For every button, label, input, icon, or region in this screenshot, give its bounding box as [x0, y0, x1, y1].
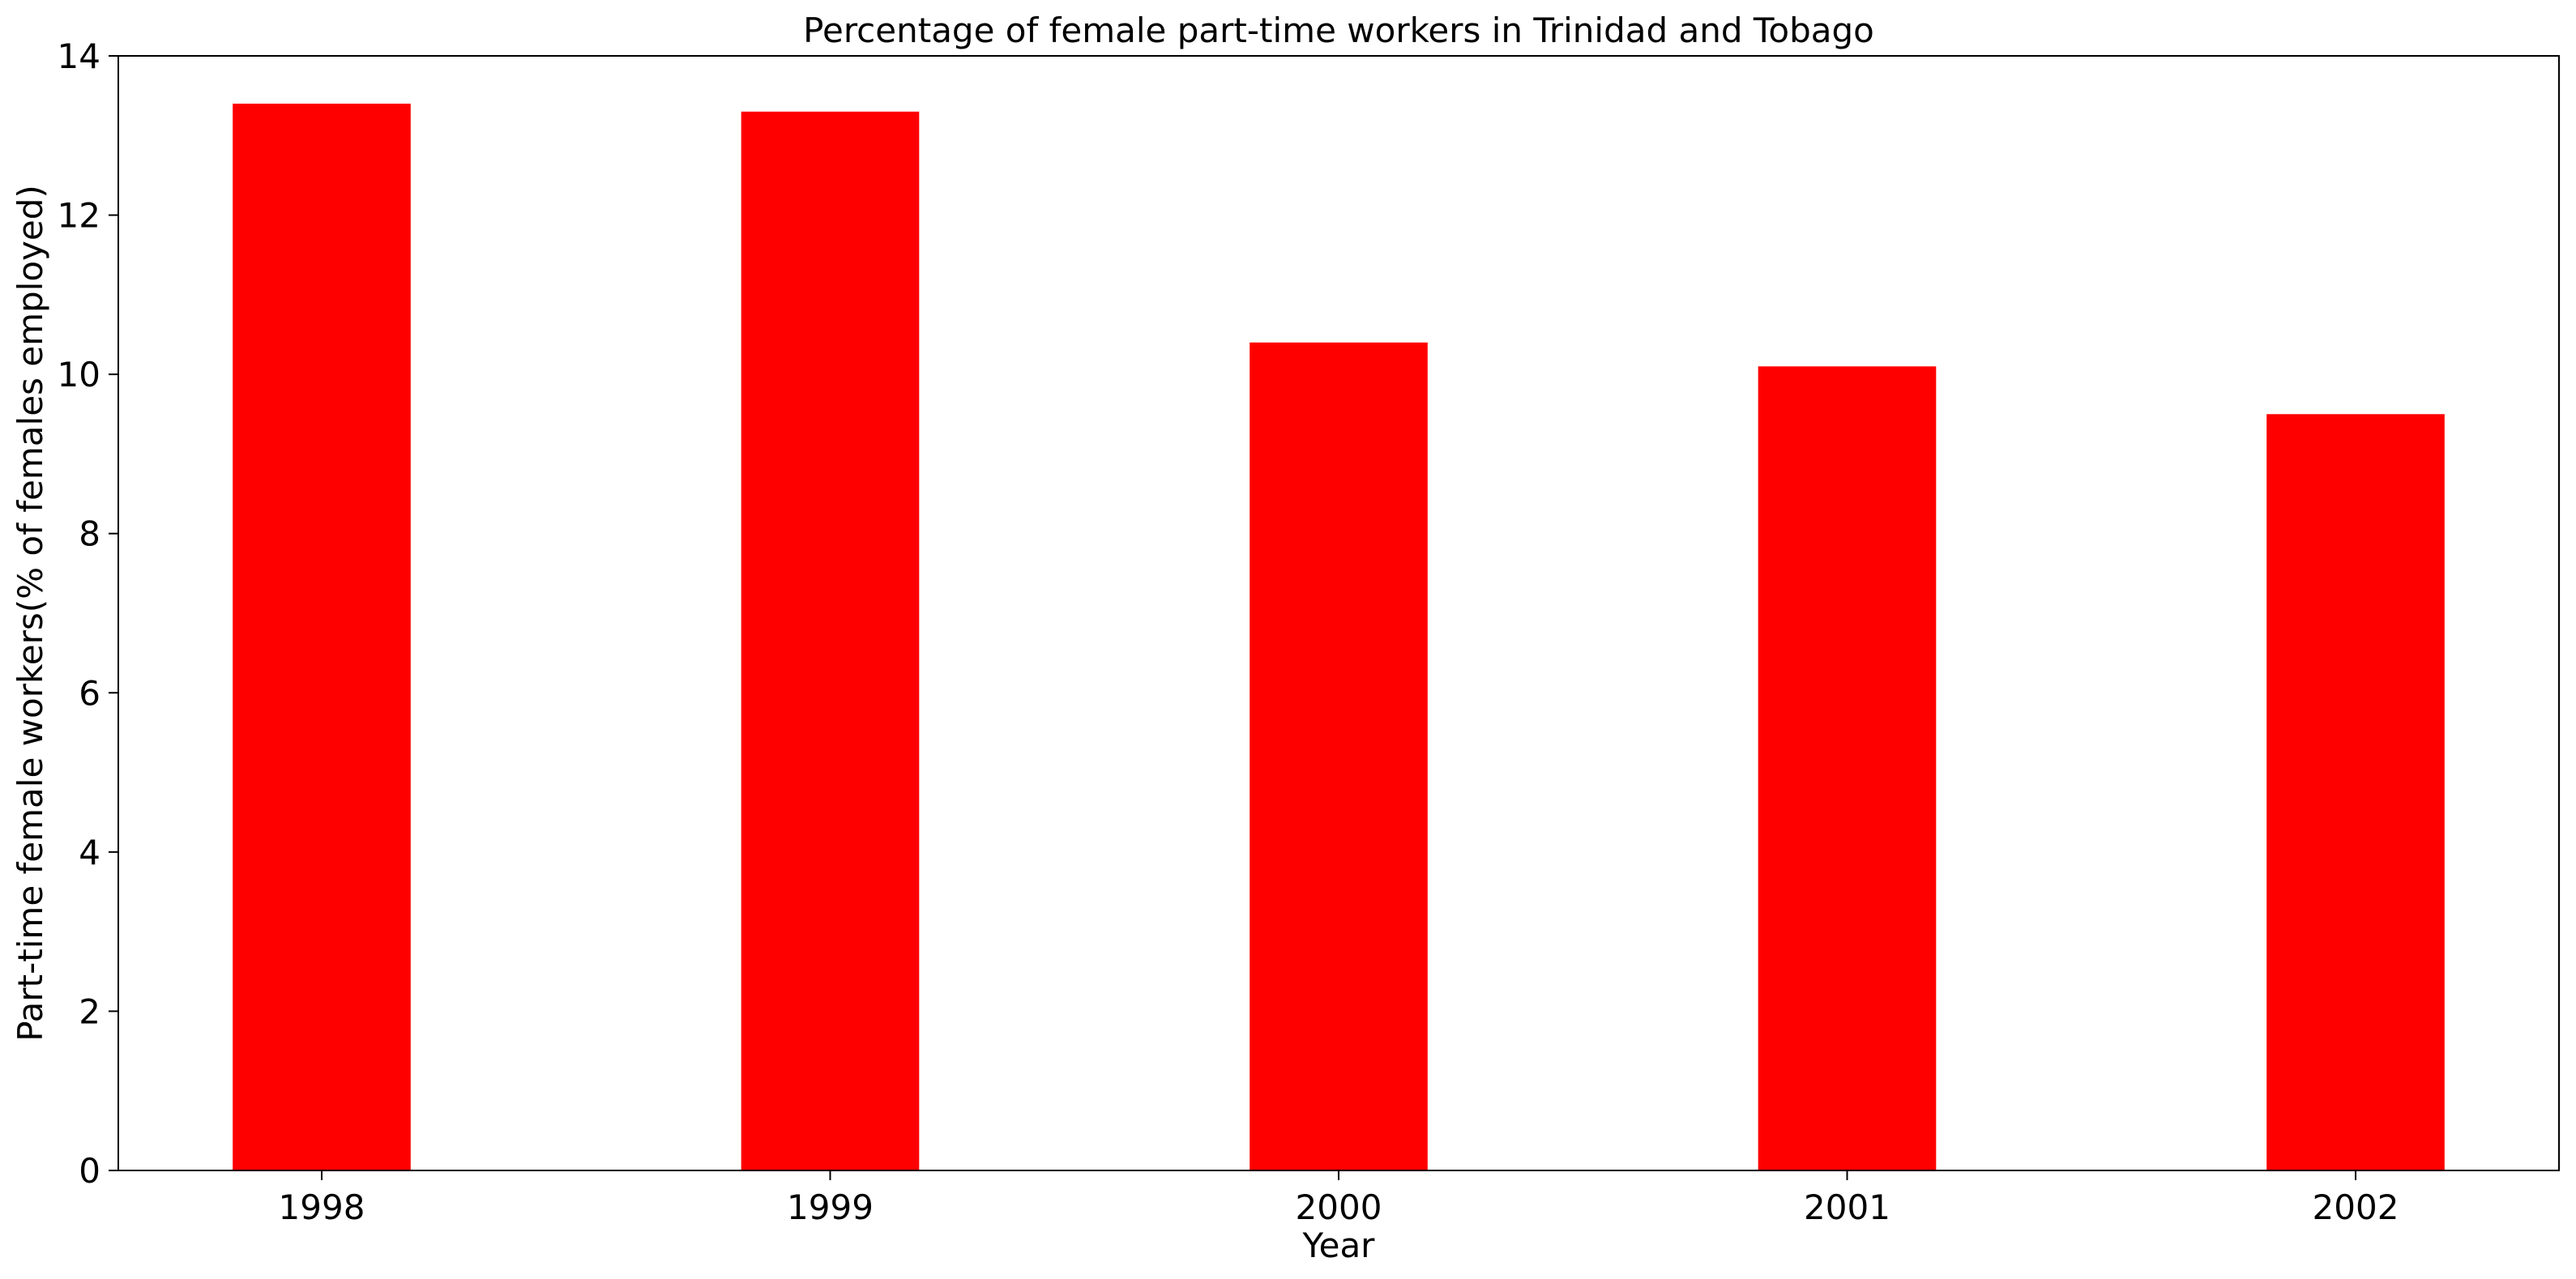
- x-axis: 1998 1999 2000 2001 2002: [279, 1170, 2399, 1227]
- y-axis-label: Part-time female workers(% of females em…: [11, 185, 50, 1042]
- bar-2000: [1250, 342, 1428, 1170]
- x-tick-label-1998: 1998: [279, 1187, 365, 1227]
- bars-group: [233, 103, 2445, 1170]
- y-tick-label: 8: [79, 514, 100, 554]
- x-tick-label-1999: 1999: [787, 1187, 874, 1227]
- bar-1998: [233, 103, 411, 1170]
- x-axis-label: Year: [1302, 1226, 1376, 1265]
- x-tick-label-2000: 2000: [1296, 1187, 1382, 1227]
- y-tick-label: 4: [79, 833, 100, 872]
- bar-2002: [2266, 414, 2445, 1170]
- y-tick-label: 6: [79, 673, 100, 713]
- y-tick-label: 14: [58, 36, 100, 76]
- y-tick-label: 12: [58, 196, 100, 236]
- y-tick-label: 2: [79, 991, 100, 1031]
- x-tick-label-2001: 2001: [1804, 1187, 1890, 1227]
- y-axis: 0 2 4 6 8 10 12 14: [58, 36, 118, 1191]
- x-tick-label-2002: 2002: [2313, 1187, 2399, 1227]
- y-tick-label: 10: [58, 355, 100, 394]
- chart-title: Percentage of female part-time workers i…: [803, 11, 1874, 50]
- bar-2001: [1758, 366, 1937, 1170]
- y-tick-label: 0: [79, 1151, 100, 1191]
- bar-1999: [741, 111, 920, 1170]
